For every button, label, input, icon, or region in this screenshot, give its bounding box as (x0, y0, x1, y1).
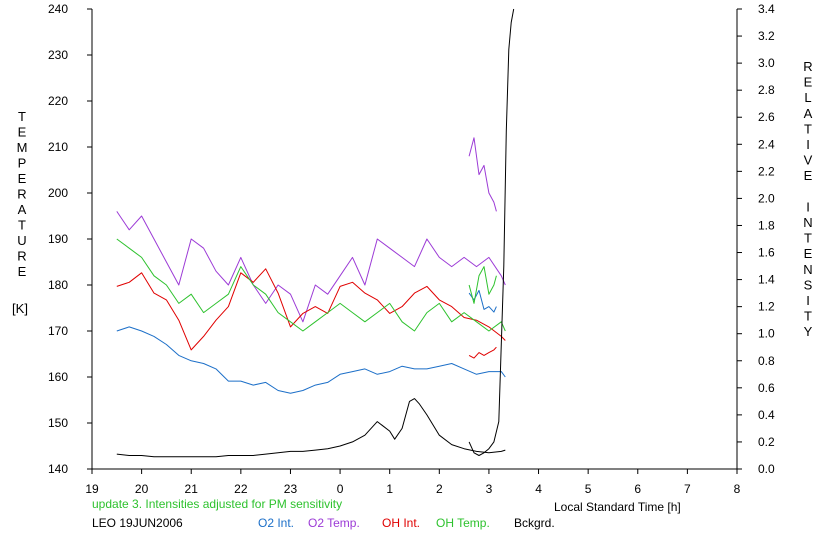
right-tick-label: 2.4 (758, 137, 775, 151)
series-line-oh-temp (468, 266, 497, 304)
left-axis-letter: P (18, 156, 27, 171)
right-tick-label: 2.8 (758, 83, 775, 97)
legend-o2-int: O2 Int. (258, 516, 295, 530)
left-axis-letter: T (18, 218, 26, 233)
left-tick-label: 220 (48, 94, 68, 108)
series-line-o2-int (116, 326, 506, 394)
left-axis-letter: M (17, 140, 28, 155)
right-axis-letter: I (806, 293, 810, 308)
series-line-oh-int (468, 346, 497, 359)
right-axis-letter: E (804, 168, 813, 183)
right-axis-letter: N (803, 262, 812, 277)
legend-oh-temp: OH Temp. (436, 516, 490, 530)
left-axis-letter: R (17, 249, 26, 264)
bottom-tick-label: 0 (337, 482, 344, 496)
right-tick-label: 0.8 (758, 354, 775, 368)
bottom-tick-label: 2 (436, 482, 443, 496)
series-line-bckgrd (116, 398, 506, 458)
bottom-tick-label: 22 (234, 482, 248, 496)
right-tick-label: 0.0 (758, 462, 775, 476)
series-line-oh-int (116, 268, 506, 351)
left-axis-letter: T (18, 109, 26, 124)
right-axis-letter: R (803, 59, 812, 74)
bottom-tick-label: 1 (386, 482, 393, 496)
series-line-o2-temp (116, 211, 506, 323)
series-line-o2-int (468, 289, 497, 313)
bottom-tick-label: 5 (585, 482, 592, 496)
right-axis-letter: I (806, 137, 810, 152)
right-tick-label: 2.6 (758, 110, 775, 124)
right-tick-label: 3.0 (758, 56, 775, 70)
bottom-tick-label: 7 (684, 482, 691, 496)
bottom-tick-label: 20 (135, 482, 149, 496)
station-label: LEO 19JUN2006 (92, 516, 183, 530)
left-tick-label: 180 (48, 278, 68, 292)
series-line-oh-temp (116, 238, 506, 332)
left-tick-label: 230 (48, 48, 68, 62)
left-tick-label: 150 (48, 416, 68, 430)
right-tick-label: 1.6 (758, 246, 775, 260)
left-axis-ticks: 140 150 160 170 180 190 200 210 220 230 240 (48, 2, 92, 476)
left-tick-label: 190 (48, 232, 68, 246)
legend-bckgrd: Bckgrd. (514, 516, 555, 530)
bottom-tick-label: 19 (85, 482, 99, 496)
left-tick-label: 170 (48, 324, 68, 338)
right-axis-letter: N (803, 215, 812, 230)
right-tick-label: 1.2 (758, 300, 775, 314)
series-line-o2-temp (468, 137, 497, 212)
right-axis-letter: I (806, 199, 810, 214)
right-tick-label: 0.2 (758, 435, 775, 449)
bottom-tick-label: 8 (734, 482, 741, 496)
right-tick-label: 0.6 (758, 381, 775, 395)
bottom-tick-label: 6 (634, 482, 641, 496)
right-axis-letter: V (804, 153, 813, 168)
right-tick-label: 1.0 (758, 327, 775, 341)
right-tick-label: 2.2 (758, 164, 775, 178)
x-axis-label: Local Standard Time [h] (554, 500, 681, 514)
left-axis-letter: U (17, 233, 26, 248)
series-lines (116, 8, 515, 458)
right-tick-label: 2.0 (758, 191, 775, 205)
left-tick-label: 140 (48, 462, 68, 476)
bottom-tick-label: 4 (535, 482, 542, 496)
right-tick-label: 3.4 (758, 2, 775, 16)
chart-axes (91, 9, 738, 470)
right-axis-ticks: 0.0 0.2 0.4 0.6 0.8 1.0 1.2 1.4 1.6 1.8 2.0 2.2 2.4 2… (737, 2, 775, 476)
right-tick-label: 1.4 (758, 273, 775, 287)
left-axis-unit: [K] (12, 301, 28, 316)
right-tick-label: 1.8 (758, 218, 775, 232)
left-axis-letter: E (18, 171, 27, 186)
right-axis-letter: T (804, 231, 812, 246)
adjustment-note: update 3. Intensities adjusted for PM se… (92, 497, 343, 511)
bottom-tick-label: 3 (486, 482, 493, 496)
right-axis-letter: A (804, 106, 813, 121)
series-line-bckgrd (468, 8, 515, 456)
left-tick-label: 160 (48, 370, 68, 384)
right-tick-label: 3.2 (758, 29, 775, 43)
left-tick-label: 200 (48, 186, 68, 200)
bottom-tick-label: 23 (284, 482, 298, 496)
left-axis-letter: E (18, 264, 27, 279)
bottom-axis-ticks: 19 20 21 22 23 0 1 2 3 4 5 6 7 8 (85, 469, 741, 496)
right-axis-letter: Y (804, 324, 813, 339)
bottom-tick-label: 21 (185, 482, 199, 496)
right-axis-letter: E (804, 75, 813, 90)
right-axis-letter: E (804, 246, 813, 261)
left-axis-letter: R (17, 187, 26, 202)
left-axis-letter: A (18, 202, 27, 217)
left-tick-label: 210 (48, 140, 68, 154)
legend-oh-int: OH Int. (382, 516, 421, 530)
left-tick-label: 240 (48, 2, 68, 16)
left-axis-letter: E (18, 125, 27, 140)
right-axis-letter: L (804, 90, 811, 105)
right-axis-letter: T (804, 309, 812, 324)
right-axis-letter: T (804, 121, 812, 136)
legend-o2-temp: O2 Temp. (308, 516, 360, 530)
right-tick-label: 0.4 (758, 408, 775, 422)
right-axis-letter: S (804, 277, 813, 292)
